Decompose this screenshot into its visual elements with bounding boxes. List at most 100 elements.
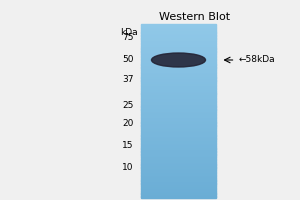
Bar (141, 80, 216, 82)
Bar (141, 160, 216, 162)
Bar (141, 131, 216, 133)
Bar (141, 99, 216, 101)
Bar (141, 157, 216, 159)
Bar (141, 109, 216, 111)
Bar (141, 98, 216, 99)
Bar (141, 66, 216, 68)
Bar (141, 191, 216, 192)
Bar (141, 46, 216, 47)
Bar (141, 120, 216, 121)
Bar (141, 89, 216, 91)
Bar (141, 179, 216, 181)
Bar (141, 175, 216, 176)
Text: 10: 10 (122, 162, 134, 171)
Bar (141, 186, 216, 188)
Bar (141, 96, 216, 98)
Bar (141, 75, 216, 76)
Bar (141, 106, 216, 108)
Bar (141, 79, 216, 81)
Bar (141, 153, 216, 154)
Bar (141, 143, 216, 144)
Bar (141, 51, 216, 53)
Bar (141, 67, 216, 69)
Bar (141, 193, 216, 195)
Bar (141, 173, 216, 175)
Bar (141, 128, 216, 130)
Bar (141, 147, 216, 149)
Bar (141, 134, 216, 136)
Bar (141, 73, 216, 75)
Bar (141, 37, 216, 38)
Text: 25: 25 (122, 100, 134, 110)
Bar (141, 35, 216, 37)
Bar (141, 183, 216, 185)
Bar (141, 172, 216, 173)
Bar (141, 92, 216, 94)
Bar (141, 41, 216, 43)
Bar (141, 167, 216, 169)
Text: 50: 50 (122, 54, 134, 64)
Bar (141, 124, 216, 126)
Text: kDa: kDa (120, 28, 138, 37)
Bar (141, 32, 216, 34)
Bar (141, 60, 216, 62)
Bar (141, 148, 216, 150)
Bar (141, 72, 216, 73)
Bar (141, 25, 216, 27)
Bar (141, 127, 216, 128)
Bar (141, 44, 216, 46)
Bar (141, 69, 216, 70)
Bar (141, 34, 216, 36)
Bar (141, 63, 216, 65)
Bar (141, 196, 216, 198)
Bar (141, 77, 216, 79)
Bar (141, 93, 216, 95)
Bar (141, 146, 216, 147)
Bar (141, 192, 216, 194)
Bar (141, 130, 216, 131)
Bar (141, 50, 216, 52)
Bar (141, 27, 216, 28)
Bar (141, 140, 216, 141)
Bar (141, 112, 216, 114)
Bar (141, 101, 216, 102)
Bar (141, 104, 216, 105)
Bar (141, 164, 216, 166)
Bar (141, 83, 216, 85)
Bar (141, 170, 216, 172)
Bar (141, 105, 216, 107)
Bar (141, 76, 216, 78)
Bar (141, 54, 216, 56)
Text: ←58kDa: ←58kDa (238, 55, 275, 64)
Bar (141, 125, 216, 127)
Bar (141, 24, 216, 25)
Bar (141, 85, 216, 86)
Bar (141, 178, 216, 179)
Bar (141, 118, 216, 120)
Bar (141, 102, 216, 104)
Bar (141, 150, 216, 152)
Bar (141, 47, 216, 49)
Text: 75: 75 (122, 32, 134, 42)
Bar (141, 133, 216, 134)
Bar (141, 176, 216, 178)
Bar (141, 188, 216, 189)
Bar (141, 70, 216, 72)
Ellipse shape (152, 53, 206, 67)
Bar (141, 166, 216, 168)
Bar (141, 169, 216, 170)
Bar (141, 88, 216, 89)
Bar (141, 162, 216, 163)
Bar (141, 115, 216, 117)
Text: 20: 20 (122, 118, 134, 128)
Bar (141, 40, 216, 41)
Bar (141, 53, 216, 54)
Bar (141, 138, 216, 140)
Bar (141, 154, 216, 156)
Bar (141, 62, 216, 63)
Text: Western Blot: Western Blot (159, 12, 231, 22)
Bar (141, 189, 216, 191)
Bar (141, 121, 216, 123)
Bar (141, 86, 216, 88)
Bar (141, 114, 216, 115)
